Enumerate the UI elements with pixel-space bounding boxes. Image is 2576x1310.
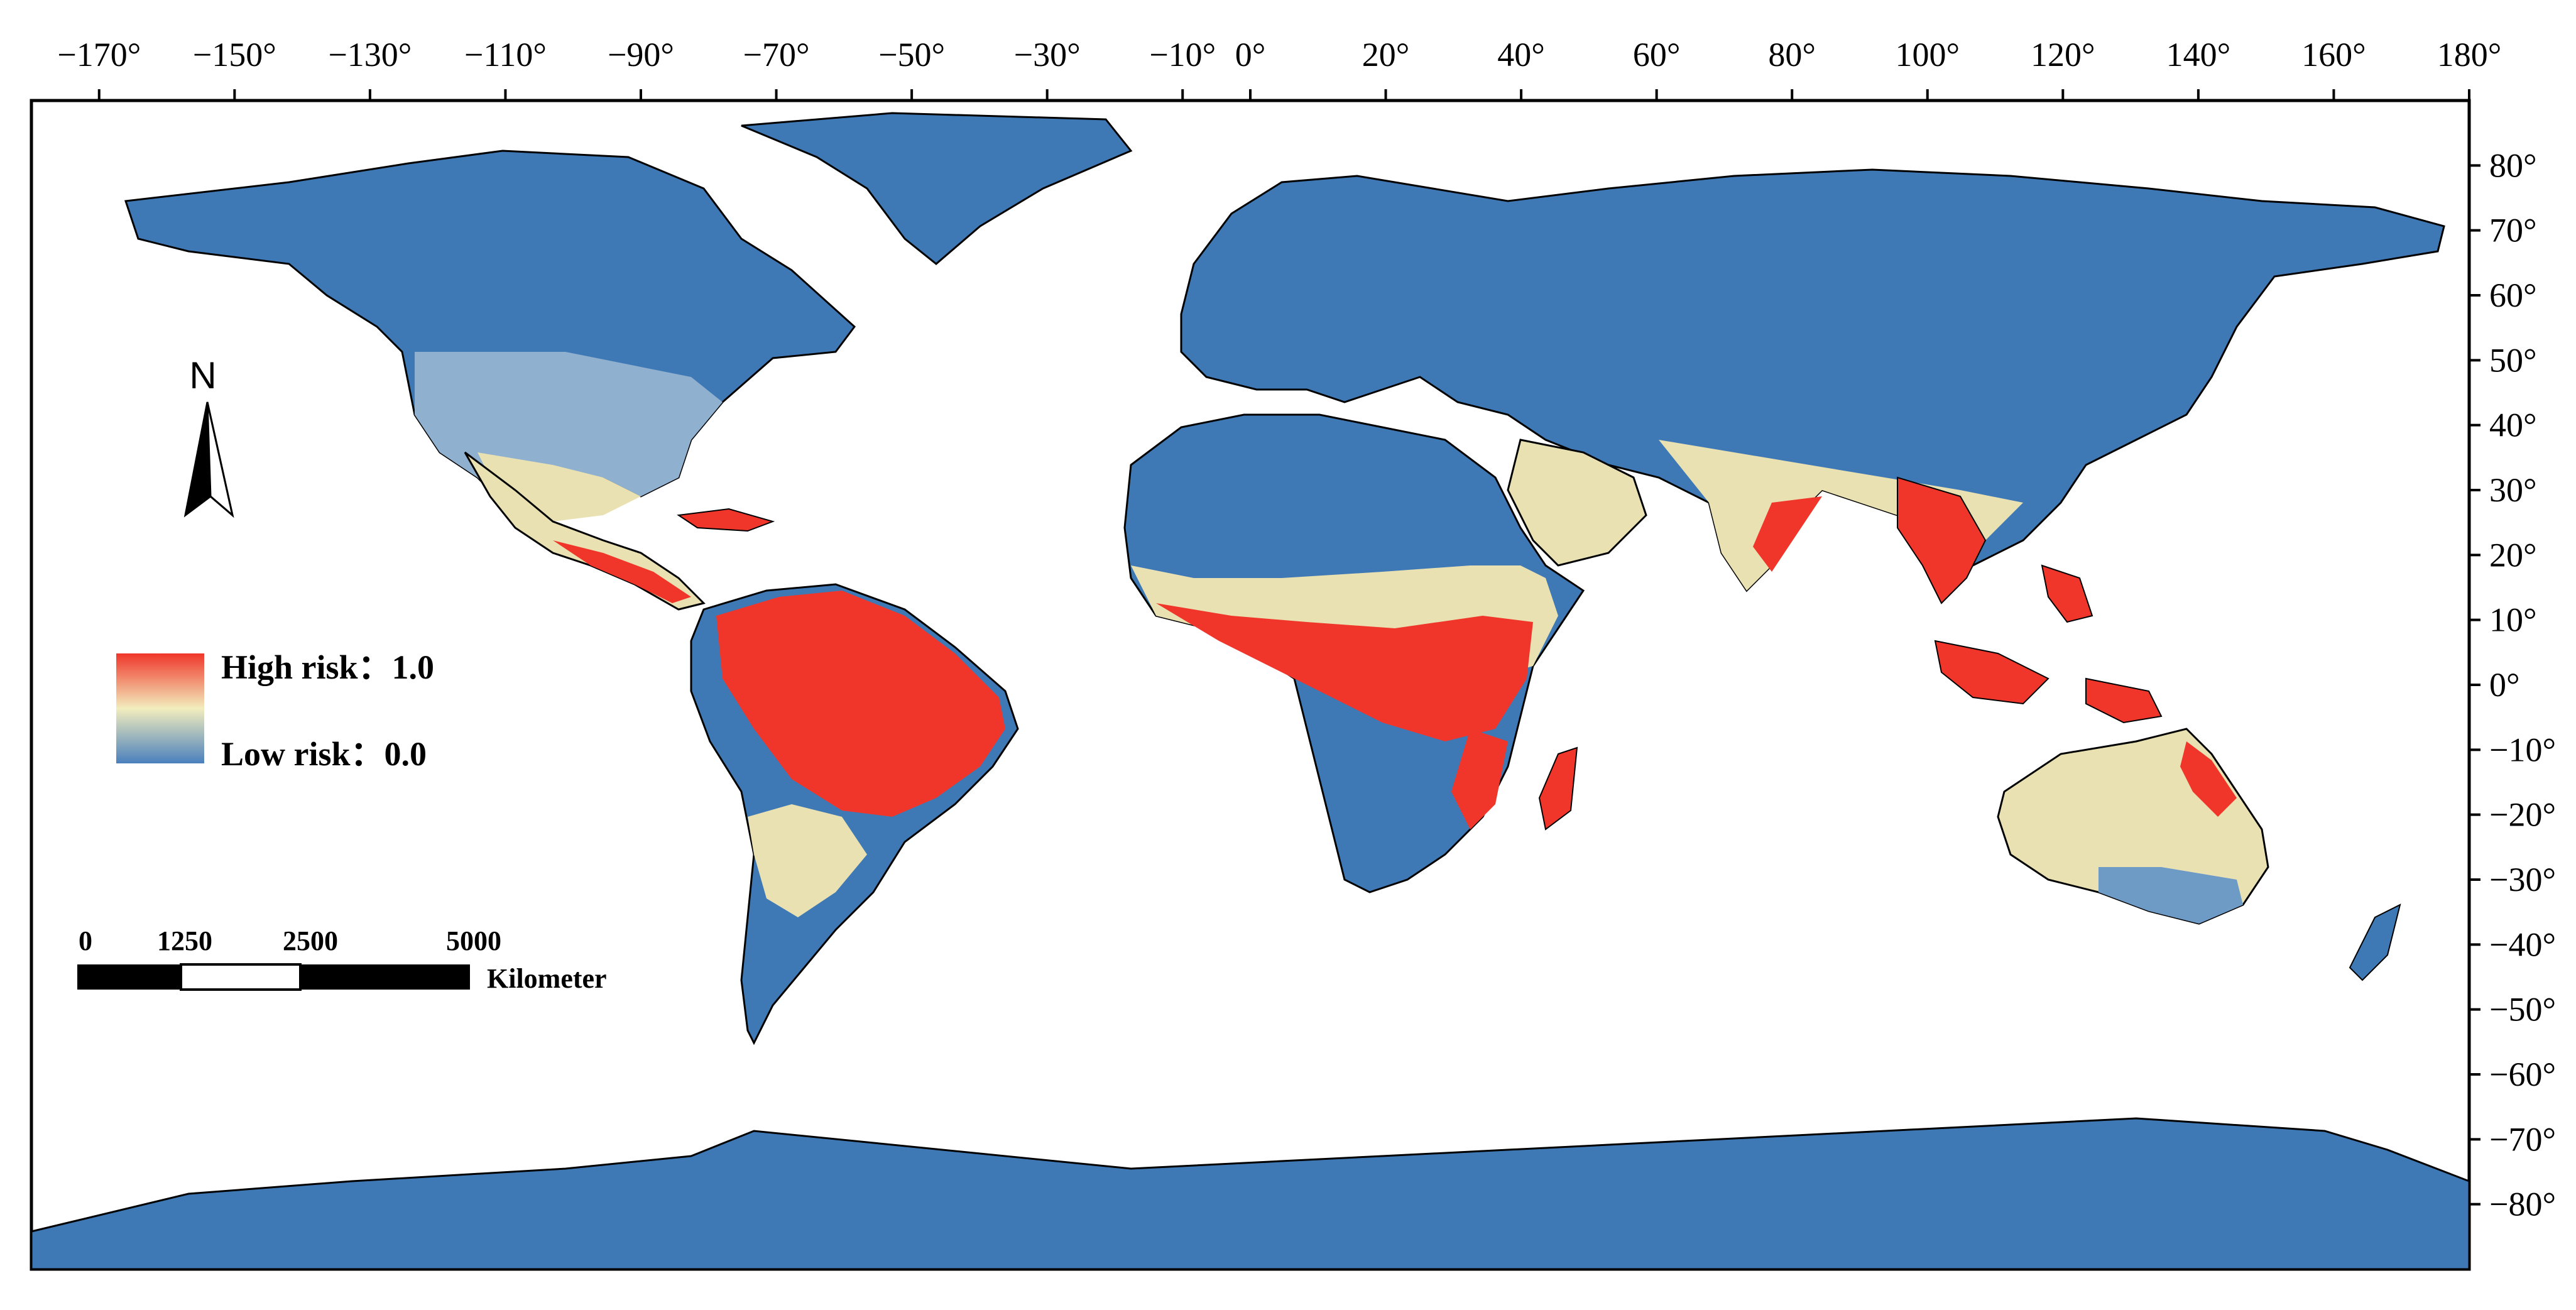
lon-tick-label: 20° <box>1362 36 1410 74</box>
southeast-asia-islands <box>1934 564 2163 724</box>
antarctica <box>30 1117 2470 1270</box>
india-high <box>1753 496 1822 572</box>
lon-tick-label: −70° <box>743 36 810 74</box>
lon-tick-label: −150° <box>193 36 276 74</box>
latitude-axis: 80° 70° 60° 50° 40° 30° 20° 10° 0° −10° −20° −30° −4… <box>2469 146 2556 1223</box>
lat-tick-label: 20° <box>2489 536 2537 574</box>
lon-tick-label: 40° <box>1497 36 1545 74</box>
lon-tick-label: −170° <box>57 36 141 74</box>
lon-tick-label: 160° <box>2301 36 2366 74</box>
scale-seg-2 <box>180 963 302 991</box>
legend: High risk：1.0 Low risk：0.0 <box>116 648 434 773</box>
lat-tick-label: 0° <box>2489 666 2520 704</box>
lat-tick-label: −70° <box>2489 1120 2556 1158</box>
scale-tick-1250: 1250 <box>157 925 212 956</box>
lon-tick-label: −30° <box>1014 36 1081 74</box>
south-asia-mid <box>1659 440 2023 591</box>
lon-tick-label: 80° <box>1768 36 1816 74</box>
lat-tick-label: 40° <box>2489 407 2537 444</box>
lat-tick-label: −80° <box>2489 1186 2556 1223</box>
lat-tick-label: 30° <box>2489 471 2537 509</box>
scale-seg-1 <box>77 964 181 990</box>
lat-tick-label: −40° <box>2489 925 2556 963</box>
cuba <box>677 508 775 532</box>
lon-tick-label: 60° <box>1633 36 1681 74</box>
arabia <box>1507 439 1647 567</box>
lon-tick-label: 140° <box>2166 36 2231 74</box>
lon-tick-label: 120° <box>2031 36 2095 74</box>
scale-unit: Kilometer <box>487 963 607 994</box>
lat-tick-label: 50° <box>2489 341 2537 379</box>
central-america-high <box>553 540 691 603</box>
lon-tick-label: −50° <box>878 36 945 74</box>
lat-tick-label: −30° <box>2489 861 2556 898</box>
south-america-mid <box>748 804 867 917</box>
madagascar <box>1538 746 1578 831</box>
east-africa-high <box>1451 729 1508 829</box>
legend-low-label: Low risk：0.0 <box>221 735 427 773</box>
australia-east-high <box>2180 741 2237 817</box>
lon-tick-label: 100° <box>1895 36 1960 74</box>
lat-tick-label: −20° <box>2489 796 2556 834</box>
indochina-high <box>1897 476 1987 604</box>
north-arrow: N <box>183 354 234 518</box>
eurasia <box>1180 168 2445 592</box>
scale-bar: 0 1250 2500 5000 Kilometer <box>77 925 607 994</box>
lon-tick-label: −90° <box>608 36 674 74</box>
lon-tick-label: −110° <box>464 36 547 74</box>
scale-seg-3 <box>300 964 470 990</box>
greenland <box>741 112 1133 265</box>
lon-tick-label: −130° <box>328 36 412 74</box>
land-masses <box>30 112 2470 1270</box>
lat-tick-label: 80° <box>2489 146 2537 184</box>
scale-tick-0: 0 <box>79 925 92 956</box>
new-zealand <box>2349 903 2401 981</box>
longitude-axis: −170° −150° −130° −110° −90° −70° −50° −30° −10°… <box>57 36 2501 101</box>
lat-tick-label: −60° <box>2489 1056 2556 1093</box>
legend-color-ramp <box>116 653 204 763</box>
lon-tick-label: 180° <box>2437 36 2502 74</box>
lon-tick-label: −10° <box>1149 36 1216 74</box>
lat-tick-label: −50° <box>2489 991 2556 1029</box>
north-arrow-label: N <box>189 354 216 396</box>
central-africa-high <box>1156 603 1533 741</box>
lat-tick-label: 10° <box>2489 601 2537 639</box>
legend-high-label: High risk：1.0 <box>221 648 434 686</box>
lat-tick-label: 70° <box>2489 212 2537 249</box>
australia-south-low <box>2098 867 2243 924</box>
amazon-high <box>716 591 1005 817</box>
lat-tick-label: −10° <box>2489 731 2556 768</box>
scale-tick-5000: 5000 <box>446 925 501 956</box>
lat-tick-label: 60° <box>2489 276 2537 314</box>
lon-tick-label: 0° <box>1235 36 1266 74</box>
scale-tick-2500: 2500 <box>283 925 338 956</box>
